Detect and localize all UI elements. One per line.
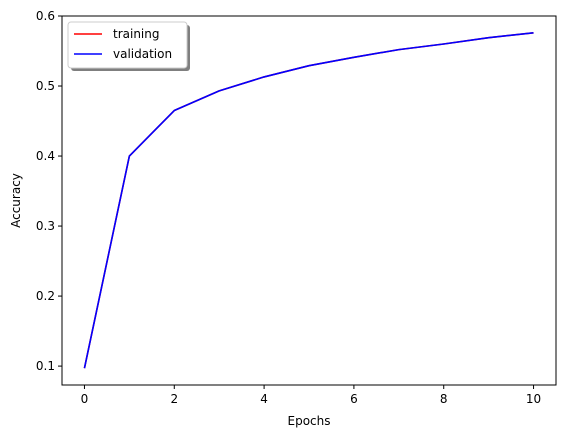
y-tick-label: 0.5 xyxy=(36,79,55,93)
x-tick-label: 4 xyxy=(260,392,268,406)
series-layer xyxy=(83,32,534,369)
y-axis-ticks: 0.1 0.2 0.3 0.4 0.5 0.6 xyxy=(36,9,62,373)
legend-label-validation: validation xyxy=(113,47,172,61)
x-tick-label: 6 xyxy=(350,392,358,406)
y-tick-label: 0.3 xyxy=(36,219,55,233)
y-tick-label: 0.1 xyxy=(36,359,55,373)
x-axis-ticks: 0 2 4 6 8 10 xyxy=(81,385,541,406)
x-tick-label: 8 xyxy=(440,392,448,406)
series-line-validation xyxy=(83,32,534,369)
y-tick-label: 0.2 xyxy=(36,289,55,303)
x-tick-label: 0 xyxy=(81,392,89,406)
x-tick-label: 10 xyxy=(526,392,541,406)
x-tick-label: 2 xyxy=(170,392,178,406)
y-tick-label: 0.4 xyxy=(36,149,55,163)
plot-frame xyxy=(61,15,557,386)
y-tick-label: 0.6 xyxy=(36,9,55,23)
legend: training validation xyxy=(67,21,190,71)
legend-label-training: training xyxy=(113,27,160,41)
y-axis-label: Accuracy xyxy=(9,173,23,228)
x-axis-label: Epochs xyxy=(288,414,331,428)
